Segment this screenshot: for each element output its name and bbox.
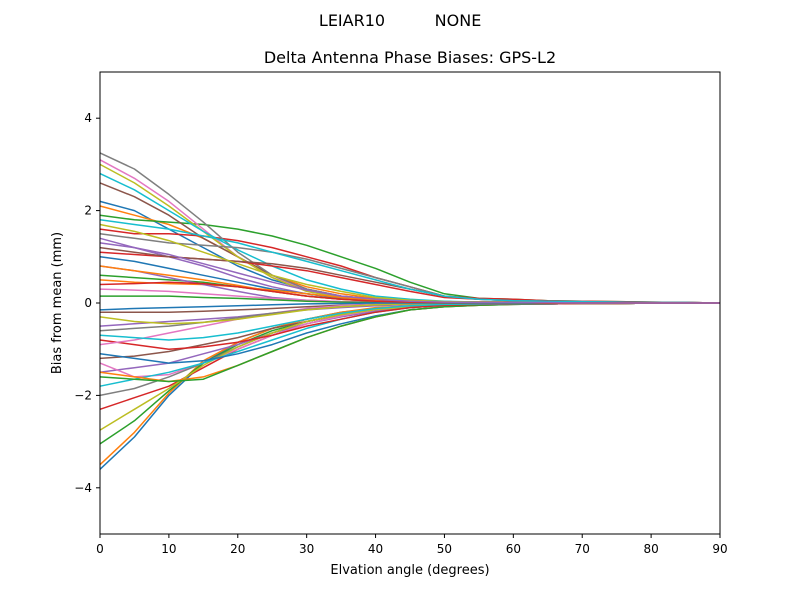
figure-suptitle-antenna: LEIAR10 bbox=[319, 11, 385, 30]
series-line-14 bbox=[99, 251, 721, 304]
x-tick-label: 80 bbox=[643, 542, 658, 556]
series-line-8 bbox=[99, 152, 720, 304]
x-tick-label: 70 bbox=[575, 542, 590, 556]
x-tick-label: 40 bbox=[368, 542, 383, 556]
x-tick-label: 0 bbox=[96, 542, 104, 556]
series-line-6 bbox=[99, 182, 720, 304]
y-tick-label: 4 bbox=[84, 111, 92, 125]
plot-frame bbox=[99, 71, 721, 535]
x-tick-label: 50 bbox=[437, 542, 452, 556]
series-line-40 bbox=[99, 302, 720, 341]
x-tick-label: 20 bbox=[230, 542, 245, 556]
series-line-16 bbox=[99, 246, 721, 304]
y-axis-label: Bias from mean (mm) bbox=[50, 232, 65, 374]
x-axis-label: Elvation angle (degrees) bbox=[330, 563, 489, 578]
figure-suptitle-radome: NONE bbox=[435, 11, 482, 30]
plot-lines bbox=[99, 152, 721, 470]
series-line-22 bbox=[99, 302, 720, 466]
y-axis-ticks: −4 −2 0 2 4 bbox=[74, 111, 100, 495]
series-line-28 bbox=[99, 302, 720, 397]
series-line-45 bbox=[99, 242, 720, 304]
x-tick-label: 90 bbox=[712, 542, 727, 556]
y-tick-label: 2 bbox=[84, 204, 92, 218]
x-tick-label: 30 bbox=[299, 542, 314, 556]
chart-title: Delta Antenna Phase Biases: GPS-L2 bbox=[264, 48, 556, 67]
y-tick-label: −2 bbox=[74, 388, 92, 402]
y-tick-label: 0 bbox=[84, 296, 92, 310]
x-axis-ticks: 0 10 20 30 40 50 60 70 80 90 bbox=[96, 534, 728, 556]
x-tick-label: 10 bbox=[161, 542, 176, 556]
x-tick-label: 60 bbox=[506, 542, 521, 556]
series-line-20 bbox=[99, 219, 721, 304]
y-tick-label: −4 bbox=[74, 481, 92, 495]
series-line-1 bbox=[99, 200, 720, 304]
